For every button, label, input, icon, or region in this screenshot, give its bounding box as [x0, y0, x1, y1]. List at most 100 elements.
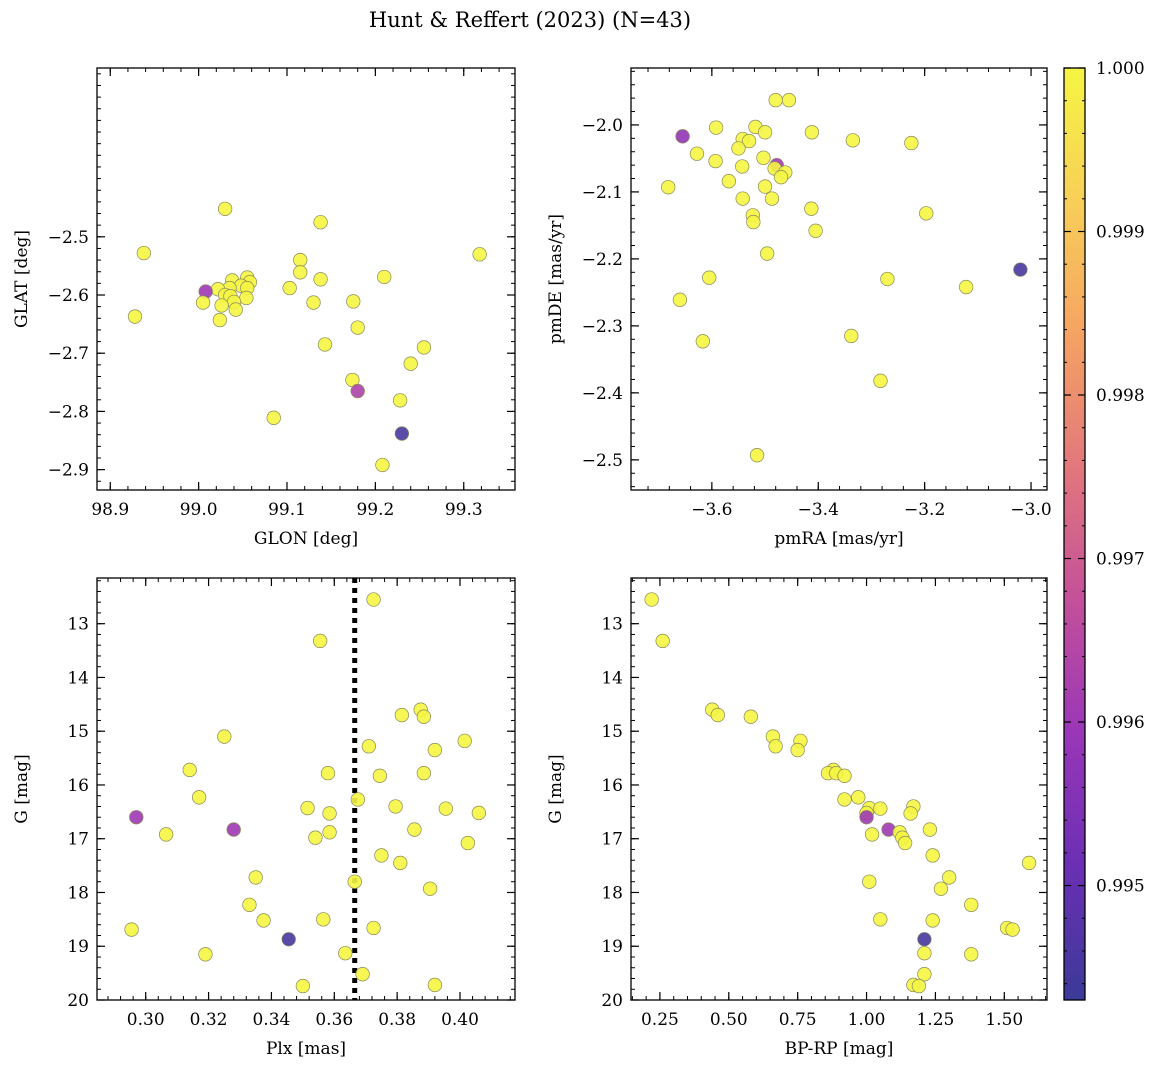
data-point — [361, 739, 377, 754]
data-point — [710, 707, 725, 723]
panel-plx: 0.30 0.32 0.34 0.36 0.38 0.40 13 14 15 16 17 18 19 20… — [12, 577, 516, 1059]
data-point — [903, 806, 918, 821]
y-tick-label: −2.4 — [582, 384, 623, 404]
data-point — [374, 848, 389, 863]
data-point — [731, 141, 746, 156]
data-point — [394, 707, 410, 723]
data-point — [422, 881, 438, 896]
x-tick-label: 1.00 — [848, 1010, 886, 1030]
data-point — [460, 835, 476, 851]
data-point — [904, 135, 919, 151]
x-tick-label: 99.1 — [268, 500, 306, 520]
data-point — [897, 835, 913, 851]
x-tick-label: 0.38 — [378, 1010, 416, 1030]
data-point — [1005, 922, 1020, 937]
y-tick-label: −2.8 — [48, 402, 89, 422]
data-point — [919, 206, 934, 221]
data-point — [226, 822, 241, 837]
data-point — [308, 830, 323, 845]
data-point — [472, 247, 487, 262]
data-point — [808, 223, 823, 238]
y-tick-label: 16 — [67, 776, 89, 796]
x-tick-label: −3.2 — [904, 500, 945, 520]
data-point — [248, 870, 263, 885]
data-point — [1013, 262, 1028, 277]
x-tick-label: 0.32 — [190, 1010, 228, 1030]
y-tick-label: 13 — [67, 615, 89, 635]
x-tick-label: 99.3 — [445, 500, 483, 520]
data-point — [781, 93, 797, 108]
data-point — [242, 897, 257, 912]
data-point — [322, 825, 337, 840]
data-point — [317, 337, 333, 352]
data-point — [756, 150, 771, 165]
data-point — [212, 312, 227, 328]
data-point — [372, 768, 388, 783]
data-point — [911, 978, 927, 994]
data-point — [743, 709, 758, 724]
y-tick-label: 16 — [601, 776, 623, 796]
data-point — [917, 946, 932, 961]
panel-sky: 98.9 99.0 99.1 99.2 99.3 −2.9 −2.8 −2.7 −2.6 −2.5… — [12, 67, 516, 549]
data-point — [427, 977, 443, 993]
data-point — [675, 129, 690, 144]
data-point — [322, 806, 337, 821]
data-point — [457, 733, 472, 749]
data-point — [416, 340, 432, 355]
data-point — [427, 742, 443, 758]
data-point — [346, 294, 361, 309]
panel-pm: −3.6 −3.4 −3.2 −3.0 −2.5 −2.4 −2.3 −2.2 −2.1 −2.0… — [546, 67, 1052, 549]
data-point — [256, 913, 271, 928]
data-point — [708, 120, 724, 135]
x-axis-label: GLON [deg] — [254, 529, 358, 549]
y-tick-label: 17 — [601, 830, 623, 850]
y-tick-label: −2.1 — [582, 183, 623, 203]
data-point — [661, 180, 676, 195]
data-point — [851, 790, 866, 805]
data-point — [922, 822, 938, 837]
data-point — [644, 592, 659, 607]
data-point — [749, 448, 765, 463]
data-point — [741, 133, 757, 149]
data-point — [746, 214, 761, 230]
axes-frame — [630, 67, 1048, 491]
data-point — [228, 302, 243, 317]
y-tick-label: 19 — [67, 937, 89, 957]
y-tick-label: −2.7 — [48, 344, 89, 364]
y-tick-label: 14 — [67, 668, 89, 688]
data-point — [124, 922, 139, 937]
data-point — [313, 272, 328, 287]
data-point — [773, 170, 789, 185]
data-point — [844, 328, 859, 344]
y-tick-label: 18 — [601, 883, 623, 903]
y-axis-label: G [mag] — [546, 754, 566, 823]
data-point — [925, 913, 940, 928]
y-tick-label: −2.6 — [48, 286, 89, 306]
y-tick-label: −2.3 — [582, 317, 623, 337]
data-point — [198, 947, 213, 962]
data-point — [873, 373, 888, 388]
colorbar: 0.995 0.996 0.997 0.998 0.999 1.000 — [1063, 59, 1145, 1001]
data-point — [239, 290, 254, 306]
data-point — [191, 790, 207, 805]
data-point — [266, 410, 281, 425]
x-tick-label: 0.36 — [315, 1010, 353, 1030]
y-tick-label: 15 — [67, 722, 89, 742]
x-axis-label: Plx [mas] — [266, 1039, 346, 1059]
data-point — [735, 191, 750, 206]
y-tick-label: −2.9 — [48, 461, 89, 481]
data-point — [837, 792, 852, 807]
data-point — [350, 320, 365, 335]
y-tick-label: 14 — [601, 668, 623, 688]
y-tick-label: −2.0 — [582, 116, 623, 136]
data-point — [338, 946, 353, 961]
colorbar-tick-label: 0.995 — [1096, 877, 1145, 897]
y-tick-label: 18 — [67, 883, 89, 903]
data-point — [721, 174, 737, 189]
data-point — [182, 762, 197, 778]
data-point — [880, 271, 895, 287]
data-point — [366, 592, 381, 607]
y-axis-label: GLAT [deg] — [12, 230, 32, 328]
panels: 98.9 99.0 99.1 99.2 99.3 −2.9 −2.8 −2.7 −2.6 −2.5… — [12, 67, 1052, 1059]
data-point — [293, 265, 308, 280]
